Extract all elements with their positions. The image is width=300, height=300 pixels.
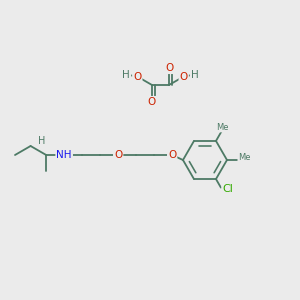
Text: H: H xyxy=(191,70,199,80)
Text: H: H xyxy=(38,136,46,146)
Text: Cl: Cl xyxy=(223,184,233,194)
Text: Me: Me xyxy=(216,122,229,131)
Text: NH: NH xyxy=(56,150,72,160)
Text: O: O xyxy=(133,71,141,82)
Text: O: O xyxy=(168,150,176,160)
Text: O: O xyxy=(148,97,156,107)
Text: H: H xyxy=(122,70,130,80)
Text: O: O xyxy=(165,63,173,73)
Text: O: O xyxy=(114,150,122,160)
Text: O: O xyxy=(180,71,188,82)
Text: Me: Me xyxy=(238,154,251,163)
